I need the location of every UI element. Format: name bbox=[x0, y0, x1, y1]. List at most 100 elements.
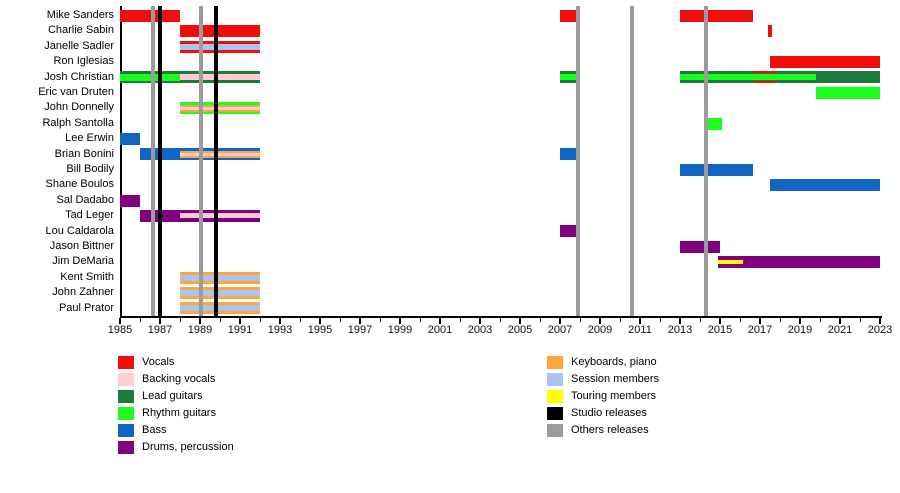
member-bar-keyboards bbox=[180, 286, 260, 299]
member-label: Brian Bonini bbox=[54, 147, 114, 160]
member-bar-vocals bbox=[768, 25, 772, 38]
others-release-line bbox=[199, 6, 203, 316]
role-stripe-session bbox=[180, 274, 260, 281]
member-label: Paul Prator bbox=[58, 301, 114, 314]
legend-swatch-others bbox=[547, 424, 563, 437]
legend-label: Session members bbox=[571, 373, 660, 385]
legend-label: Vocals bbox=[142, 356, 175, 368]
legend-label: Bass bbox=[142, 424, 167, 436]
legend-swatch-studio bbox=[547, 407, 563, 420]
x-axis-minor-tick bbox=[179, 318, 181, 322]
legend-swatch-keyboards bbox=[547, 356, 563, 369]
member-label: Jason Bittner bbox=[49, 240, 114, 252]
legend-label: Backing vocals bbox=[142, 373, 216, 385]
member-bar-rhythm_guitars bbox=[816, 86, 880, 99]
member-label: Charlie Sabin bbox=[47, 24, 114, 37]
member-bar-drums bbox=[560, 225, 580, 238]
x-tick-label: 2017 bbox=[747, 324, 773, 336]
x-tick-label: 2003 bbox=[467, 324, 493, 336]
legend-label: Others releases bbox=[571, 424, 649, 436]
member-label: Sal Dadabo bbox=[56, 193, 115, 206]
x-axis-minor-tick bbox=[619, 318, 621, 322]
member-bar-rhythm_guitars bbox=[180, 102, 260, 115]
x-axis-major-tick bbox=[359, 318, 361, 324]
x-axis-major-tick bbox=[439, 318, 441, 324]
member-label: John Zahner bbox=[52, 286, 114, 299]
x-tick-label: 1993 bbox=[267, 324, 293, 336]
x-tick-label: 1989 bbox=[187, 324, 213, 336]
legend-swatch-drums bbox=[118, 441, 134, 454]
role-stripe-vocals bbox=[753, 71, 777, 74]
member-bar-vocals bbox=[560, 9, 580, 22]
member-bar-drums bbox=[718, 256, 880, 269]
role-stripe-rhythm_guitars bbox=[560, 74, 580, 81]
x-tick-label: 2005 bbox=[507, 324, 533, 336]
x-axis-minor-tick bbox=[579, 318, 581, 322]
x-tick-label: 2015 bbox=[707, 324, 733, 336]
x-tick-label: 2023 bbox=[867, 324, 893, 336]
role-stripe-session bbox=[180, 305, 260, 312]
member-bar-lead_guitars bbox=[680, 71, 880, 84]
member-label: Lee Erwin bbox=[65, 132, 114, 145]
role-stripe-vocals bbox=[753, 81, 777, 84]
member-bar-vocals bbox=[680, 9, 753, 22]
x-tick-label: 1999 bbox=[387, 324, 413, 336]
x-axis-major-tick bbox=[479, 318, 481, 324]
legend-label: Drums, percussion bbox=[142, 441, 234, 453]
x-axis-minor-tick bbox=[459, 318, 461, 322]
legend-label: Keyboards, piano bbox=[571, 356, 657, 368]
x-axis-minor-tick bbox=[819, 318, 821, 322]
x-axis-major-tick bbox=[879, 318, 881, 324]
x-axis-major-tick bbox=[519, 318, 521, 324]
legend-swatch-lead_guitars bbox=[118, 390, 134, 403]
studio-release-line bbox=[158, 6, 162, 316]
x-axis-major-tick bbox=[239, 318, 241, 324]
role-stripe-backing_vocals bbox=[180, 213, 260, 219]
member-label: Bill Bodily bbox=[66, 163, 114, 175]
x-tick-label: 2019 bbox=[787, 324, 813, 336]
legend-swatch-backing_vocals bbox=[118, 373, 134, 386]
x-tick-label: 2013 bbox=[667, 324, 693, 336]
x-axis-major-tick bbox=[799, 318, 801, 324]
member-bar-bass bbox=[680, 163, 753, 176]
legend-label: Touring members bbox=[571, 390, 656, 402]
studio-release-line bbox=[214, 6, 218, 316]
x-tick-label: 1991 bbox=[227, 324, 253, 336]
role-stripe-backing_vocals bbox=[180, 152, 260, 156]
member-label: Jim DeMaria bbox=[52, 255, 114, 268]
member-bar-lead_guitars bbox=[120, 71, 260, 84]
member-label: Mike Sanders bbox=[46, 9, 114, 21]
x-axis-major-tick bbox=[759, 318, 761, 324]
x-axis-minor-tick bbox=[659, 318, 661, 322]
legend-swatch-session bbox=[547, 373, 563, 386]
others-release-line bbox=[151, 6, 155, 316]
member-bar-bass bbox=[560, 148, 580, 161]
x-axis-minor-tick bbox=[259, 318, 261, 322]
legend-swatch-touring bbox=[547, 390, 563, 403]
member-label: Tad Leger bbox=[65, 209, 114, 222]
x-axis-minor-tick bbox=[779, 318, 781, 322]
member-bar-drums bbox=[120, 194, 140, 207]
x-axis-major-tick bbox=[279, 318, 281, 324]
member-bar-drums bbox=[680, 240, 720, 253]
member-bar-keyboards bbox=[180, 271, 260, 284]
x-axis-major-tick bbox=[119, 318, 121, 324]
x-axis-major-tick bbox=[839, 318, 841, 324]
member-label: Lou Caldarola bbox=[45, 224, 115, 237]
member-bar-bass bbox=[770, 179, 880, 192]
x-axis-minor-tick bbox=[339, 318, 341, 322]
member-label: Josh Christian bbox=[44, 70, 114, 83]
x-axis-minor-tick bbox=[499, 318, 501, 322]
x-axis-major-tick bbox=[399, 318, 401, 324]
legend-swatch-vocals bbox=[118, 356, 134, 369]
x-axis-minor-tick bbox=[139, 318, 141, 322]
x-axis-major-tick bbox=[639, 318, 641, 324]
role-stripe-rhythm_guitars bbox=[680, 74, 816, 81]
member-label: Kent Smith bbox=[60, 270, 114, 283]
member-bar-vocals bbox=[180, 25, 260, 38]
x-axis-minor-tick bbox=[379, 318, 381, 322]
role-stripe-backing_vocals bbox=[180, 106, 260, 110]
legend-label: Rhythm guitars bbox=[142, 407, 216, 419]
member-bar-vocals bbox=[180, 40, 260, 53]
